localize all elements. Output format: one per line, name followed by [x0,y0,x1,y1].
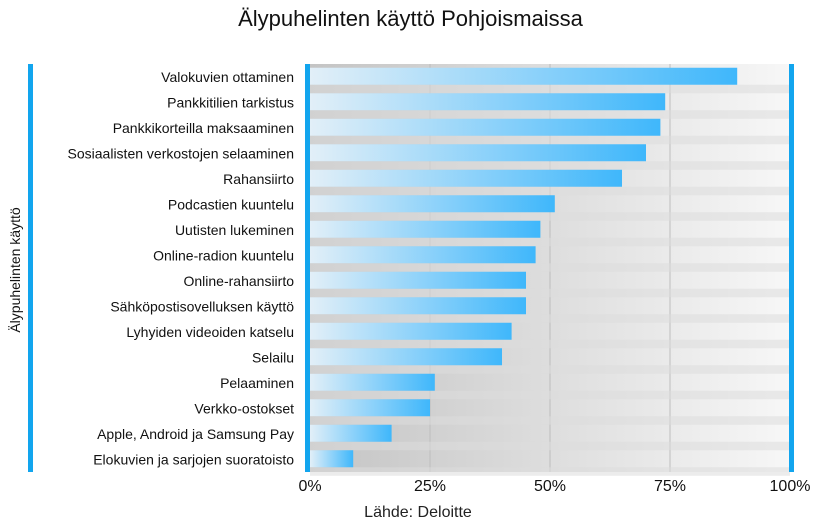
bar [310,246,536,264]
chart-title: Älypuhelinten käyttö Pohjoismaissa [238,6,583,31]
bar [310,144,646,162]
category-label: Pelaaminen [220,375,294,391]
bar [310,399,430,417]
bar [310,118,661,136]
category-label: Verkko-ostokset [194,400,294,416]
category-label: Pankkitilien tarkistus [167,94,294,110]
category-label: Sosiaalisten verkostojen selaaminen [68,145,294,161]
category-label: Valokuvien ottaminen [161,69,294,85]
row-band [310,416,790,425]
row-band [310,212,790,221]
category-label: Pankkikorteilla maksaaminen [113,120,294,136]
right-accent-bar [789,64,794,472]
bar [310,297,526,315]
row-band [310,339,790,349]
bar [310,322,512,340]
row-band [310,441,790,451]
row-band [310,84,790,94]
category-label: Podcastien kuuntelu [168,196,294,212]
bar [310,67,738,85]
row-band [310,263,790,272]
x-tick-label: 100% [770,478,811,495]
category-label: Elokuvien ja sarjojen suoratoisto [93,451,294,467]
x-tick-label: 25% [414,478,446,495]
bar [310,450,354,468]
bar [310,93,666,111]
row-band [310,161,790,170]
row-band [310,390,790,400]
bar [310,220,541,238]
category-label: Lyhyiden videoiden katselu [126,324,294,340]
row-band [310,365,790,374]
category-label: Selailu [252,349,294,365]
row-band [310,186,790,196]
category-label: Sähköpostisovelluksen käyttö [110,298,294,314]
bar [310,169,622,187]
source-note: Lähde: Deloitte [364,504,472,521]
category-label: Online-rahansiirto [184,273,295,289]
bar [310,373,435,391]
y-axis-title: Älypuhelinten käyttö [7,207,23,333]
bar [310,424,392,442]
left-accent-bar [28,64,33,472]
bar [310,271,526,289]
category-label: Uutisten lukeminen [175,222,294,238]
row-band [310,314,790,323]
row-band [310,110,790,119]
category-label: Rahansiirto [223,171,294,187]
x-tick-label: 75% [654,478,686,495]
row-band [310,237,790,247]
axis-accent-bar [305,64,310,472]
bar [310,348,502,366]
row-band [310,288,790,298]
bar [310,195,555,213]
x-tick-label: 0% [298,478,321,495]
category-label: Apple, Android ja Samsung Pay [97,426,294,442]
row-band [310,467,790,476]
x-tick-label: 50% [534,478,566,495]
row-band [310,135,790,145]
category-label: Online-radion kuuntelu [153,247,294,263]
